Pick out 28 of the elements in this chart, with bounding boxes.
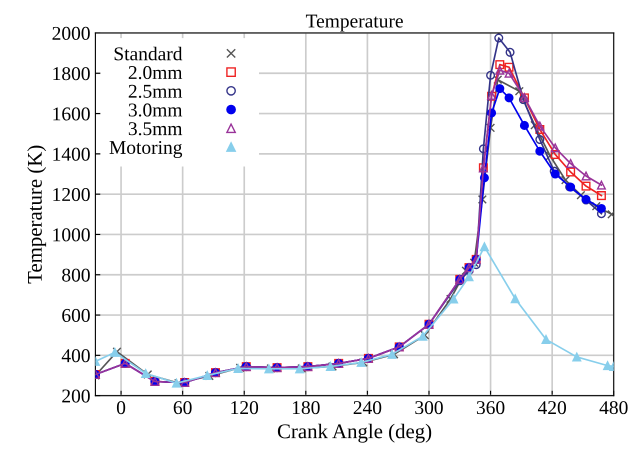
x-tick-label: 0	[116, 401, 126, 414]
y-tick-label: 400	[62, 349, 90, 362]
legend-label: 3.5mm	[128, 122, 182, 136]
y-tick-label: 800	[62, 268, 90, 282]
x-tick-label: 120	[231, 401, 258, 414]
y-tick-label: 1800	[53, 67, 90, 80]
x-tick-label: 420	[538, 401, 566, 414]
y-tick-label: 2000	[52, 26, 90, 40]
x-tick-label: 240	[354, 401, 382, 414]
y-tick-label: 200	[62, 389, 90, 403]
legend-label: 3.0mm	[128, 103, 182, 117]
y-axis-title: Temperature (K)	[27, 146, 46, 284]
y-tick-label: 1600	[53, 107, 90, 120]
chart-title: Temperature	[306, 14, 403, 32]
x-tick-label: 180	[292, 401, 320, 414]
legend-label: 2.5mm	[128, 84, 182, 98]
x-tick-label: 480	[600, 401, 628, 414]
y-tick-label: 1200	[53, 188, 90, 202]
y-tick-label: 1400	[53, 148, 90, 161]
legend-label: Standard	[114, 46, 182, 60]
legend-label: 2.0mm	[128, 66, 182, 80]
x-tick-label: 60	[174, 401, 192, 414]
x-tick-label: 300	[415, 401, 443, 414]
legend-label: Motoring	[110, 140, 182, 158]
y-tick-label: 1000	[53, 228, 90, 242]
x-tick-label: 360	[476, 401, 504, 414]
y-tick-label: 600	[62, 308, 90, 322]
x-axis-title: Crank Angle (deg)	[278, 424, 432, 443]
